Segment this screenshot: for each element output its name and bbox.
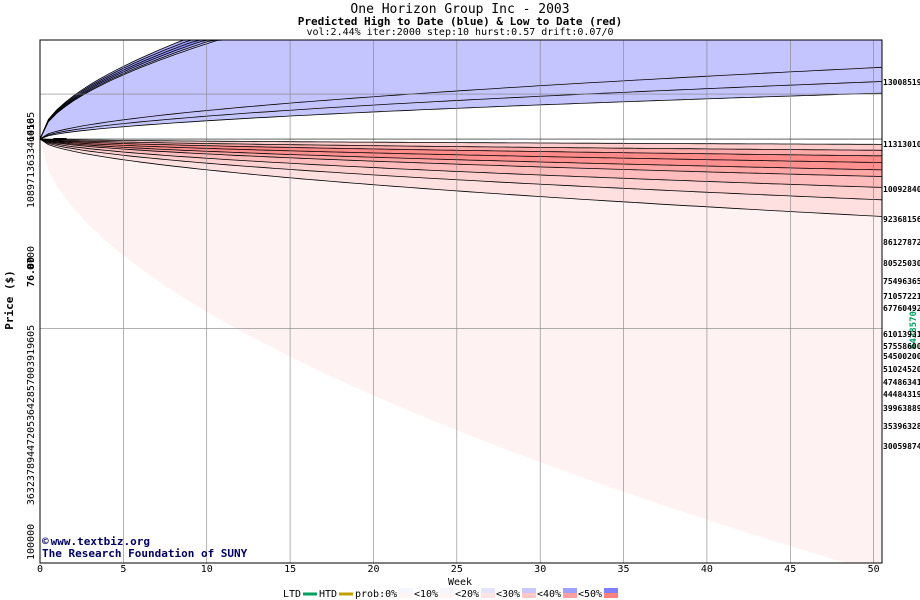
legend-swatch-blue (481, 588, 495, 593)
lower-band-line (39, 138, 883, 217)
lower-band (40, 139, 882, 188)
lower-band-label: 44484319 (883, 390, 920, 399)
y-tick-label: 642857003919605 (26, 325, 37, 415)
legend-prob-bin-label: <30% (496, 589, 520, 600)
legend-prob-bin-label: <10% (414, 589, 438, 600)
upper-band-label: 92368156 (883, 215, 920, 224)
upper-band-label: 75496365 (883, 277, 920, 286)
lower-band-line (39, 138, 883, 145)
x-axis-ticks: 0 5 10 15 20 25 30 35 40 45 50 (37, 564, 880, 575)
x-axis-label: Week (448, 577, 472, 588)
upper-band-label: 86127872 (883, 238, 920, 247)
lower-band-label: 47486341 (883, 378, 920, 387)
legend-prob-bin-label: <40% (537, 589, 561, 600)
upper-band-label: 80525030 (883, 259, 920, 268)
lower-band-line (39, 138, 883, 171)
lower-band (40, 139, 882, 151)
upper-band-label: 13008519 (883, 78, 920, 87)
legend-swatch-blue (604, 588, 618, 593)
upper-band-label: 11313010 (883, 140, 920, 149)
probability-bands (40, 40, 882, 563)
legend-swatch-blue (563, 588, 577, 593)
x-tick-label: 45 (784, 564, 796, 575)
lower-band (40, 139, 882, 563)
x-tick-label: 5 (120, 564, 126, 575)
legend-prob-label: prob:0% (355, 589, 397, 600)
lower-band-line (39, 138, 883, 163)
x-tick-label: 50 (868, 564, 880, 575)
lower-band-label: 30059874 (883, 442, 920, 451)
upper-band (40, 40, 882, 139)
legend-swatch-red (440, 593, 454, 598)
x-tick-label: 10 (201, 564, 213, 575)
legend-swatch-red (604, 593, 618, 598)
y-tick-label: 1089713633414165 (26, 112, 37, 208)
lower-band-line (39, 138, 883, 201)
x-tick-label: 20 (367, 564, 379, 575)
lower-band-line (39, 138, 883, 177)
lower-band-line (39, 138, 883, 188)
lower-band (40, 139, 882, 200)
x-tick-label: 25 (451, 564, 463, 575)
lower-band-label: 54500200 (883, 352, 920, 361)
chart-subtitle: Predicted High to Date (blue) & Low to D… (297, 15, 623, 28)
legend-swatch-blue (399, 588, 413, 593)
credit-website: © www.textbiz.org (42, 535, 150, 548)
band-value-labels: 13008519 11313010 10092840 92368156 86127872… (883, 78, 920, 451)
lower-band (40, 139, 882, 163)
lower-band-label: 35396328 (883, 422, 920, 431)
chart-title: One Horizon Group Inc - 2003 (350, 2, 570, 17)
lower-band-line (39, 138, 883, 151)
plot-frame (39, 39, 883, 564)
x-tick-label: 15 (284, 564, 296, 575)
y-axis-label: Price ($) (3, 270, 16, 330)
lower-band (40, 139, 882, 177)
lower-band-line (39, 138, 882, 157)
y-tick-label: 363237894472053 (26, 415, 37, 505)
legend-swatch-blue (440, 588, 454, 593)
lower-band-label: 51024520 (883, 365, 920, 374)
legend-swatch-red (522, 593, 536, 598)
upper-band-line (39, 66, 883, 140)
legend-swatch-blue (522, 588, 536, 593)
legend: LTD HTD prob:0% <10% <20% <30% <40% <50% (283, 588, 618, 600)
legend-prob-bin-label: <20% (455, 589, 479, 600)
legend-swatch-red (563, 593, 577, 598)
upper-band-line (39, 81, 883, 140)
lower-band (40, 139, 882, 217)
upper-band-line (39, 92, 883, 140)
y-tick-label: 76.00 (26, 257, 37, 287)
upper-band-label: 10092840 (883, 185, 920, 194)
legend-swatch-red (481, 593, 495, 598)
lower-band-label: 61013931 (883, 330, 920, 339)
y-tick-label: 100000 (26, 524, 37, 560)
y-tick-label: 6050 (26, 118, 37, 142)
lower-band (40, 139, 882, 170)
lower-band-label: 39963889 (883, 404, 920, 413)
chart-params: vol:2.44% iter:2000 step:10 hurst:0.57 d… (306, 27, 614, 38)
x-tick-label: 0 (37, 564, 43, 575)
legend-ltd-label: LTD (283, 589, 301, 600)
legend-htd-label: HTD (319, 589, 337, 600)
credit-foundation: The Research Foundation of SUNY (42, 547, 248, 560)
legend-prob-bin-label: <50% (578, 589, 602, 600)
copyright-symbol: © (42, 535, 49, 548)
lower-band (40, 139, 882, 156)
credit-website-text: www.textbiz.org (51, 535, 150, 548)
upper-band-label: 71057221 (883, 292, 920, 301)
start-price-marker-label: 6428570 (909, 311, 919, 349)
lower-band-label: 57558600 (883, 342, 920, 351)
upper-band-label: 67760492 (883, 304, 920, 313)
x-tick-label: 40 (701, 564, 713, 575)
x-tick-label: 30 (534, 564, 546, 575)
x-tick-label: 35 (618, 564, 630, 575)
legend-swatch-red (399, 593, 413, 598)
y-tick-label: 0700 (26, 246, 37, 270)
